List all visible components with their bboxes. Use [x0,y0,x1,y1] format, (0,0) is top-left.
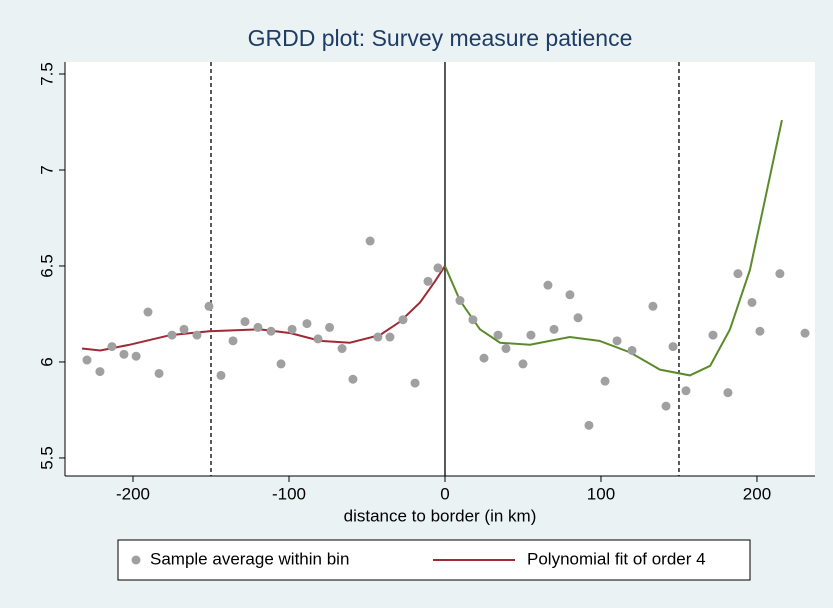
scatter-point [573,313,583,323]
y-tick-label: 6 [37,357,56,366]
scatter-point [410,378,420,388]
x-axis-label: distance to border (in km) [344,506,537,525]
scatter-point [423,276,433,286]
fit-line [81,265,446,352]
y-tick-label: 5.5 [37,446,56,470]
scatter-point [708,330,718,340]
chart-title: GRDD plot: Survey measure patience [248,25,633,51]
scatter-point [302,319,312,329]
scatter-point [661,401,671,411]
scatter-point [800,328,810,338]
scatter-point [600,376,610,386]
scatter-point [337,344,347,354]
scatter-point [501,344,511,354]
scatter-point [365,236,375,246]
legend-marker [131,555,141,565]
scatter-point [167,330,177,340]
scatter-point [755,326,765,336]
scatter-point [131,351,141,361]
scatter-point [775,269,785,279]
scatter-point [192,330,202,340]
x-tick-label: 0 [440,484,449,503]
scatter-point [565,290,575,300]
scatter-point [107,342,117,352]
scatter-point [668,342,678,352]
scatter-point [526,330,536,340]
scatter-point [240,317,250,327]
scatter-point [216,370,226,380]
scatter-point [723,388,733,398]
scatter-point [313,334,323,344]
scatter-point [253,322,263,332]
scatter-point [398,315,408,325]
scatter-point [479,353,489,363]
legend-label: Sample average within bin [150,549,349,568]
scatter-point [493,330,503,340]
scatter-point [747,297,757,307]
scatter-point [518,359,528,369]
scatter-point [549,324,559,334]
scatter-point [119,349,129,359]
scatter-point [385,332,395,342]
scatter-point [204,301,214,311]
y-tick-label: 7.5 [37,62,56,86]
scatter-point [584,420,594,430]
y-tick-label: 6.5 [37,254,56,278]
scatter-point [287,324,297,334]
legend-label: Polynomial fit of order 4 [527,549,706,568]
y-tick-label: 7 [37,165,56,174]
scatter-point [179,324,189,334]
x-tick-label: 100 [587,484,615,503]
scatter-point [143,307,153,317]
scatter-point [433,263,443,273]
scatter-point [627,345,637,355]
scatter-point [266,326,276,336]
scatter-point [648,301,658,311]
scatter-point [681,386,691,396]
scatter-point [82,355,92,365]
scatter-point [276,359,286,369]
scatter-point [325,322,335,332]
scatter-point [228,336,238,346]
scatter-point [612,336,622,346]
x-tick-label: 200 [743,484,771,503]
scatter-point [154,368,164,378]
scatter-point [543,280,553,290]
scatter-point [733,269,743,279]
scatter-point [95,367,105,377]
scatter-point [373,332,383,342]
scatter-point [348,374,358,384]
x-tick-label: -200 [116,484,150,503]
scatter-point [455,296,465,306]
scatter-point [468,315,478,325]
x-tick-label: -100 [272,484,306,503]
